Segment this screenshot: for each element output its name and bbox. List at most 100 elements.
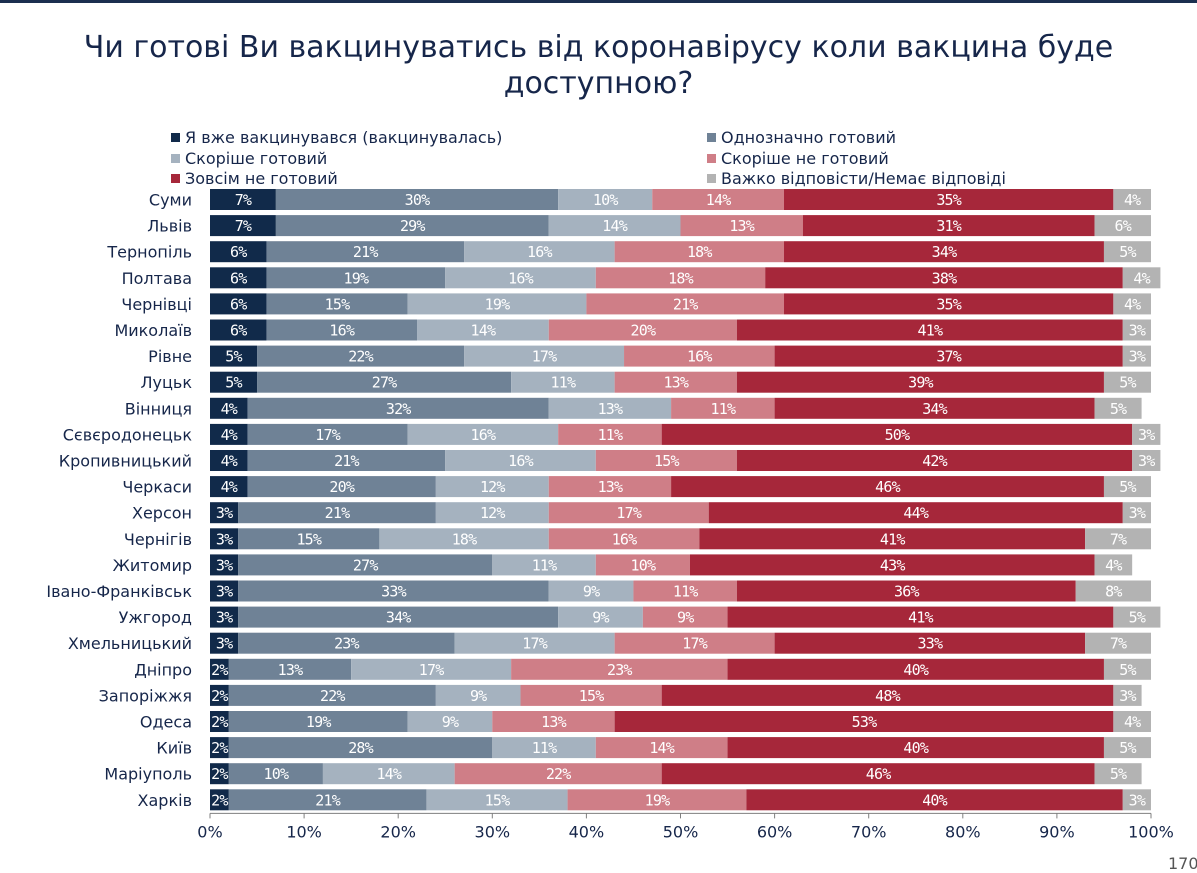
data-label: 11% [532,556,557,574]
bar-segment-definitely-ready [228,658,352,680]
data-label: 40% [922,791,947,809]
data-label: 5% [1119,478,1136,496]
bar-segment-not-at-all [727,737,1104,759]
bar-segment-rather-not [492,711,615,732]
bar-segment-no-answer [1113,606,1161,628]
bar-segment-not-at-all [661,423,1133,445]
x-tick-label: 90% [1039,822,1075,841]
data-label: 39% [908,374,933,392]
data-label: 3% [216,530,233,548]
bar-segment-rather-not [548,528,700,550]
bar-segment-rather-ready [322,763,455,785]
data-label: 2% [211,739,228,757]
bar-segment-rather-ready [426,789,568,811]
data-label: 4% [221,478,238,496]
bar-segment-rather-not [454,763,662,785]
bar-segment-not-at-all [727,606,1114,628]
bar-segment-definitely-ready [266,293,408,315]
bar-segment-definitely-ready [247,450,446,471]
title-line-1: Чи готові Ви вакцинуватись від коронавір… [83,30,1114,65]
bar-segment-definitely-ready [228,711,408,732]
data-label: 19% [344,269,369,287]
bar-segment-vaccinated [210,319,267,341]
data-label: 27% [353,556,378,574]
bar-segment-not-at-all [689,554,1095,576]
category-label: Миколаїв [114,321,192,340]
bar-segment-rather-not [595,554,690,576]
data-label: 20% [631,322,656,340]
bar-segment-rather-ready [548,215,681,237]
bar-segment-not-at-all [802,215,1095,237]
data-label: 13% [598,478,623,496]
bar-segment-rather-ready [548,397,672,419]
bar-segment-definitely-ready [247,423,408,445]
bar-segment-not-at-all [784,241,1104,263]
bar-segment-rather-not [511,658,728,680]
data-label: 11% [532,739,557,757]
data-label: 10% [593,191,618,209]
data-label: 37% [936,348,961,366]
x-tick-label: 50% [663,822,699,841]
bar-segment-rather-ready [417,319,549,341]
data-label: 11% [551,374,576,392]
bar-segment-rather-not [595,450,737,471]
data-label: 34% [932,243,957,261]
bar-segment-rather-ready [351,658,512,680]
bar-segment-not-at-all [774,632,1086,654]
bar-segment-not-at-all [727,658,1104,680]
data-label: 6% [230,295,247,313]
bar-segment-vaccinated [210,215,276,237]
category-label: Харків [138,791,192,810]
data-label: 3% [216,609,233,627]
data-label: 3% [1138,452,1155,470]
data-label: 41% [908,609,933,627]
data-label: 46% [875,478,900,496]
data-label: 2% [211,765,228,783]
bar-segment-rather-not [680,215,803,237]
bar-segment-no-answer [1085,632,1151,654]
data-label: 9% [583,583,600,601]
bar-segment-definitely-ready [247,397,549,419]
data-label: 15% [325,295,350,313]
data-label: 40% [903,739,928,757]
data-label: 17% [532,348,557,366]
bar-segment-rather-not [595,737,728,759]
data-label: 33% [381,583,406,601]
data-label: 23% [607,661,632,679]
data-label: 5% [1110,400,1127,418]
bar-segment-no-answer [1103,476,1151,498]
bar-segment-no-answer [1122,502,1151,524]
data-label: 29% [400,217,425,235]
bar-segment-no-answer [1122,267,1161,289]
data-label: 16% [508,452,533,470]
data-label: 53% [852,713,877,731]
bar-segment-rather-not [548,502,709,524]
data-label: 3% [216,635,233,653]
bar-segment-vaccinated [210,554,239,576]
data-label: 13% [729,217,754,235]
category-label: Ужгород [119,608,192,627]
data-label: 14% [376,765,401,783]
bar-segment-vaccinated [210,267,267,289]
bar-segment-no-answer [1094,763,1142,785]
data-label: 23% [334,635,359,653]
data-label: 5% [1110,765,1127,783]
data-label: 35% [936,191,961,209]
data-label: 4% [221,452,238,470]
data-label: 9% [592,609,609,627]
category-label: Чернігів [124,530,192,549]
data-label: 27% [372,374,397,392]
category-label: Суми [149,191,192,210]
bar-segment-vaccinated [210,241,267,263]
bar-segment-vaccinated [210,450,248,471]
bar-segment-not-at-all [699,528,1086,550]
data-label: 34% [386,609,411,627]
data-label: 4% [1105,556,1122,574]
bar-segment-vaccinated [210,189,276,210]
data-label: 46% [866,765,891,783]
data-label: 19% [485,295,510,313]
data-label: 5% [1119,374,1136,392]
bar-segment-not-at-all [736,319,1123,341]
bar-segment-not-at-all [736,580,1076,602]
data-label: 5% [225,348,242,366]
